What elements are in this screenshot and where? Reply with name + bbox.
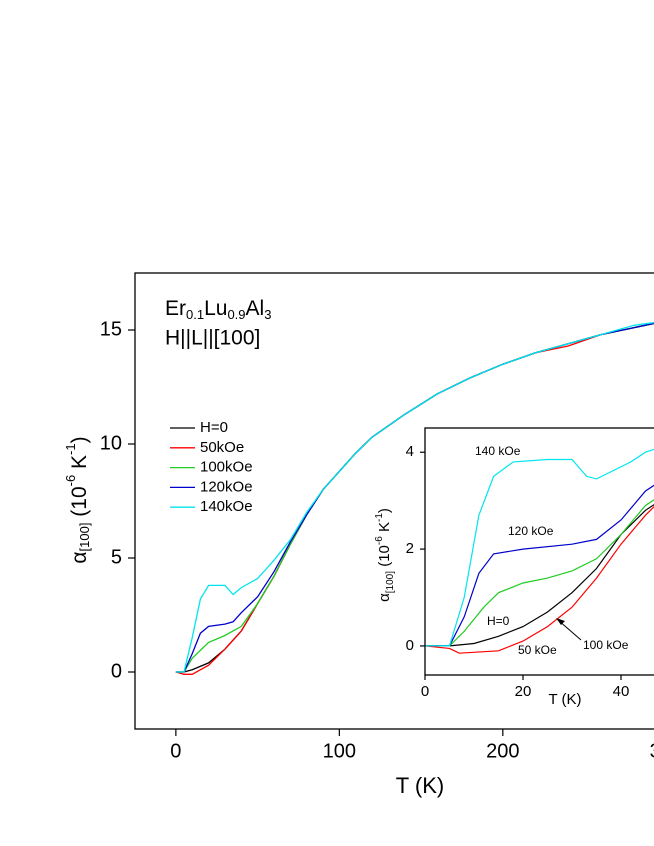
y-label-part: -6 (374, 536, 385, 545)
series-annotation: 100 kOe (583, 638, 629, 652)
y-label-part: K (68, 455, 91, 475)
series-line (425, 503, 654, 647)
series-line (425, 448, 654, 647)
y-tick-label: 10 (100, 432, 122, 454)
y-label-part: -1 (63, 443, 78, 455)
legend-label: 140kOe (200, 498, 253, 515)
y-axis-label: α[100] (10-6 K-1) (63, 436, 92, 563)
y-label-part: (10 (68, 486, 91, 522)
y-label-part: [100] (385, 571, 396, 593)
y-tick-label: 0 (111, 660, 122, 682)
y-tick-label: 5 (111, 546, 122, 568)
series-annotation: H=0 (487, 614, 510, 628)
y-label-part: (10 (376, 545, 393, 571)
y-tick-label: 15 (100, 318, 122, 340)
y-label-part: α (68, 551, 91, 563)
y-label-part: ) (376, 508, 393, 513)
sample-part: 0.1 (186, 307, 204, 322)
sample-part: 0.9 (227, 307, 245, 322)
series-line (425, 499, 654, 647)
axes-frame (134, 272, 654, 730)
sample-part: Lu (204, 297, 227, 320)
x-tick-label: 20 (515, 683, 532, 700)
legend-label: 120kOe (200, 478, 253, 495)
y-tick-label: 2 (406, 540, 414, 557)
y-label-part: α (376, 593, 393, 602)
y-label-part: K (376, 522, 393, 536)
y-tick-label: 4 (406, 443, 414, 460)
x-tick-label: 0 (170, 740, 181, 762)
series-group (175, 321, 654, 675)
chart-panel: 0 20 40 0 2 4 H=0 50 kOe 100 kOe 120 kOe 140 kOe (406, 427, 654, 700)
x-axis-label: T (K) (396, 773, 444, 798)
series-line (425, 484, 654, 647)
x-tick-label: 40 (613, 683, 630, 700)
legend-label: 100kOe (200, 459, 253, 476)
y-label-part: ) (68, 436, 91, 443)
sample-part: Al (246, 297, 265, 320)
series-annotation: 140 kOe (475, 444, 521, 458)
x-tick-label: 300 (650, 740, 654, 762)
sample-label: Er0.1Lu0.9Al3 (165, 297, 271, 323)
sample-part: Er (165, 297, 186, 320)
x-tick-label: 0 (421, 683, 429, 700)
x-tick-label: 200 (486, 740, 519, 762)
arrow-head (556, 618, 565, 625)
plots: 0100200300051015H=050kOe100kOe120kOe140k… (100, 272, 654, 762)
series-annotation: 120 kOe (508, 524, 554, 538)
condition-label: H||L||[100] (165, 327, 260, 350)
y-tick-label: 0 (406, 637, 414, 654)
inset-x-axis-label: T (K) (548, 691, 581, 708)
series-line (175, 321, 654, 673)
sample-part: 3 (264, 307, 271, 322)
series-annotation: 50 kOe (518, 643, 557, 657)
y-label-part: [100] (77, 523, 92, 552)
y-label-part: -1 (374, 513, 385, 522)
axes-frame (424, 427, 654, 676)
y-label-part: -6 (63, 475, 78, 487)
legend-label: 50kOe (200, 439, 244, 456)
legend-label: H=0 (200, 419, 228, 436)
series-group (425, 448, 654, 654)
inset-y-axis-label: α[100] (10-6 K-1) (374, 508, 396, 602)
series-line (425, 505, 654, 654)
x-tick-label: 100 (323, 740, 356, 762)
